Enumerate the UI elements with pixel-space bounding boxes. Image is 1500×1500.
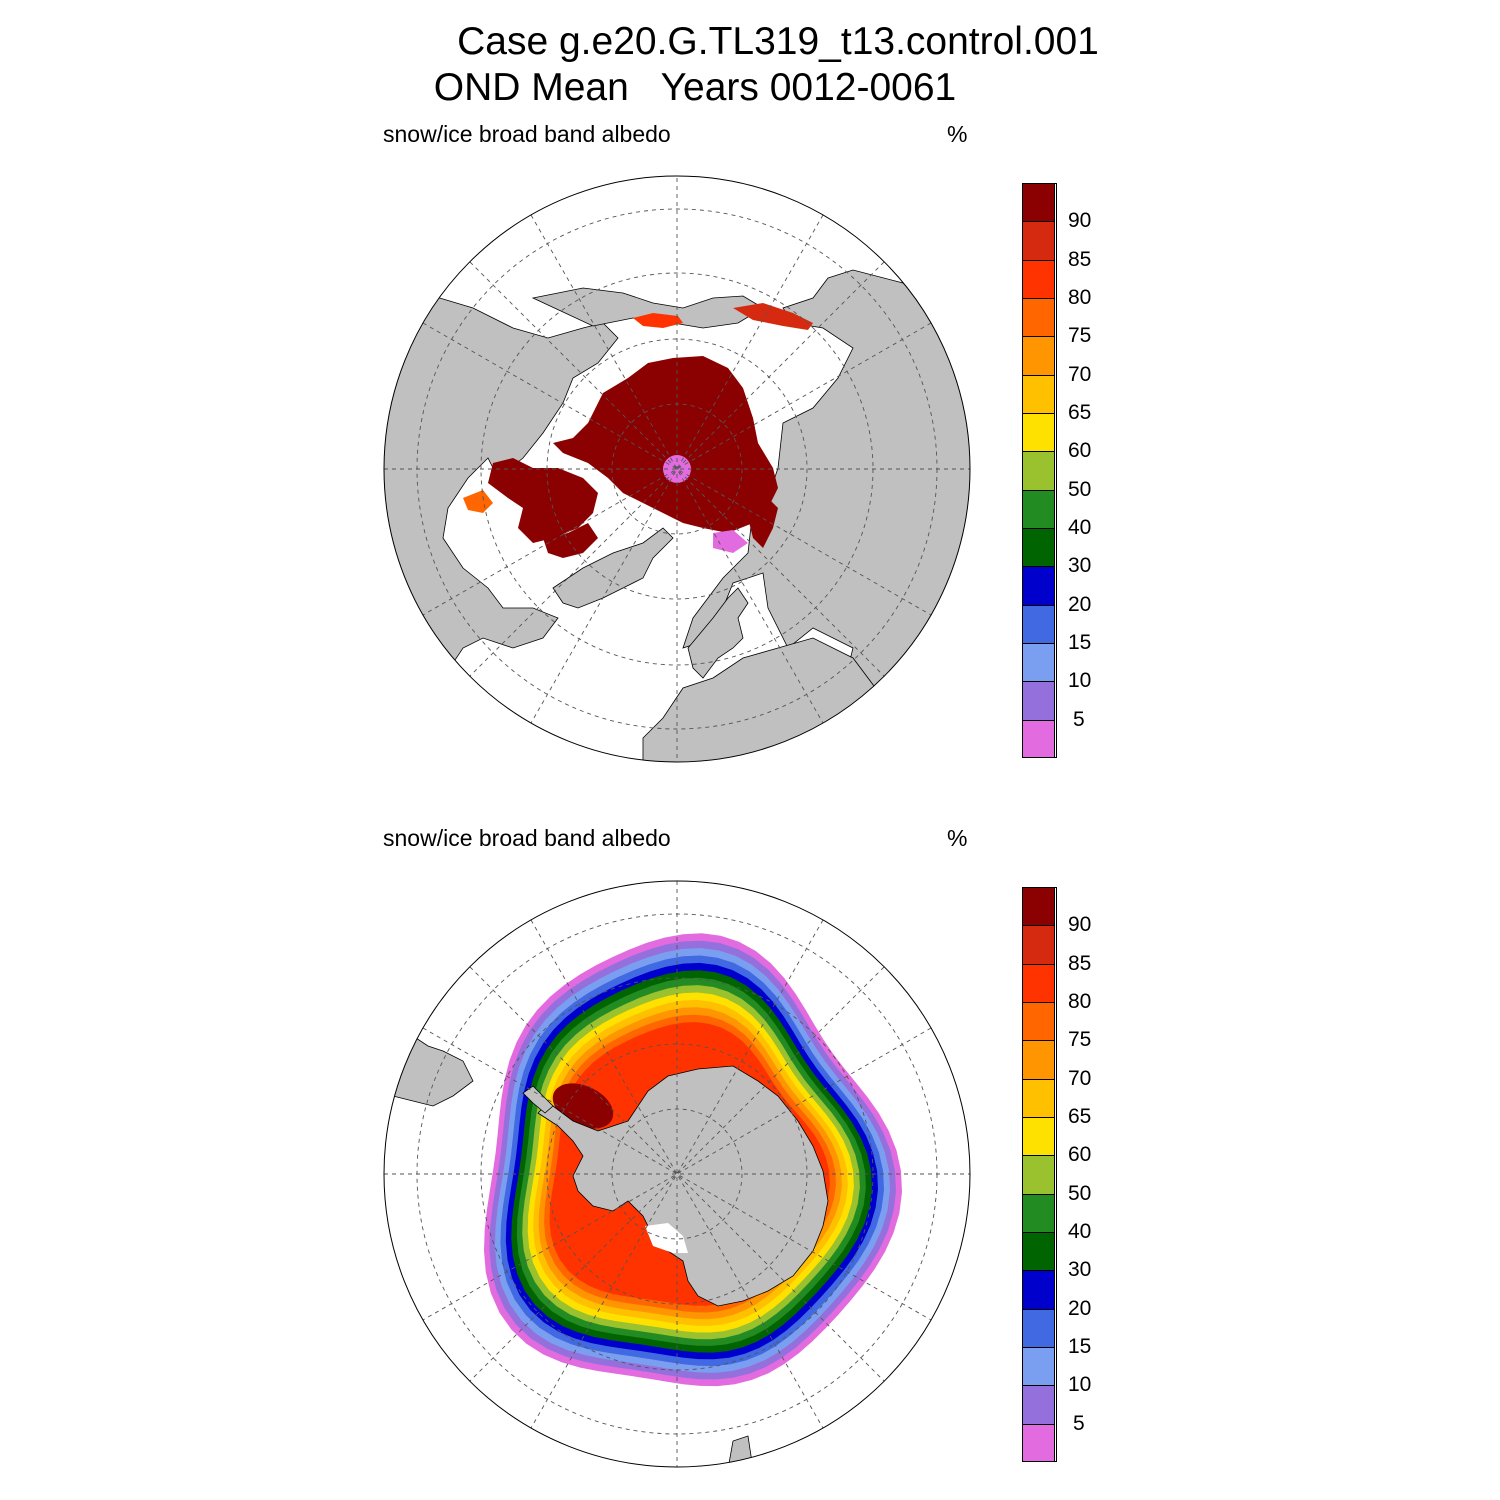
south-colorbar-tick-label: 20 <box>1068 1296 1092 1320</box>
south-colorbar-swatch <box>1022 1193 1055 1233</box>
north-map-border <box>383 175 971 763</box>
north-colorbar-swatch <box>1022 566 1055 606</box>
south-colorbar-swatch <box>1022 1423 1055 1463</box>
north-sea-ice-central-arctic <box>553 356 778 533</box>
north-land-north-america <box>384 292 619 709</box>
north-colorbar-swatch <box>1022 413 1055 452</box>
south-colorbar-tick-label: 10 <box>1068 1373 1092 1397</box>
north-variable-label: snow/ice broad band albedo <box>383 121 671 147</box>
south-colorbar-tick-label: 80 <box>1068 990 1092 1013</box>
south-colorbar-swatch <box>1022 925 1055 965</box>
north-graticule <box>384 178 970 762</box>
north-colorbar-swatch <box>1022 298 1055 337</box>
north-land-greenland <box>552 527 674 609</box>
north-units-label: % <box>947 121 968 147</box>
south-colorbar-swatch <box>1022 1347 1055 1386</box>
north-colorbar-swatch <box>1022 451 1055 491</box>
south-colorbar-tick-label: 15 <box>1068 1335 1092 1358</box>
title-line-2: OND Mean Years 0012-0061 <box>433 66 957 109</box>
south-map-border <box>383 880 971 1468</box>
south-graticule <box>384 881 970 1467</box>
north-polar-map <box>383 175 971 763</box>
south-colorbar-tick-label: 60 <box>1068 1143 1092 1167</box>
north-colorbar-tick-label: 40 <box>1068 516 1092 539</box>
north-sea-ice-barents-edge <box>733 478 778 548</box>
north-colorbar-tick-label: 90 <box>1068 209 1092 233</box>
north-colorbar-tick-label: 60 <box>1068 439 1092 463</box>
north-sea-ice-okhotsk <box>733 303 813 330</box>
north-sea-ice-bering <box>633 313 683 328</box>
north-colorbar-swatch <box>1022 719 1055 759</box>
south-colorbar-tick-label: 40 <box>1068 1220 1092 1243</box>
north-colorbar-swatch <box>1022 604 1055 644</box>
south-land-antarctica <box>537 1065 829 1307</box>
north-colorbar-tick-label: 70 <box>1068 362 1092 386</box>
north-colorbar-swatch <box>1022 528 1055 567</box>
north-sea-ice-baffin <box>543 523 598 558</box>
north-colorbar-tick-label: 80 <box>1068 286 1092 309</box>
north-sea-ice-marginal-barents <box>713 530 748 553</box>
south-variable-label: snow/ice broad band albedo <box>383 825 671 851</box>
south-land-antarctic-peninsula <box>522 1085 554 1114</box>
north-colorbar-tick-label: 15 <box>1068 631 1092 654</box>
north-colorbar-tick-label: 20 <box>1068 592 1092 616</box>
south-colorbar-tick-label: 30 <box>1068 1258 1092 1282</box>
south-colorbar-tick-label: 70 <box>1068 1066 1092 1090</box>
south-colorbar-tick-label: 5 <box>1073 1411 1085 1435</box>
south-polar-map <box>383 880 971 1468</box>
north-colorbar-swatch <box>1022 259 1055 299</box>
south-colorbar-tick-label: 65 <box>1068 1105 1092 1128</box>
north-colorbar-tick-label: 30 <box>1068 554 1092 578</box>
south-units-label: % <box>947 825 968 851</box>
north-colorbar-tick-label: 65 <box>1068 401 1092 424</box>
south-colorbar-frame <box>1022 887 1057 1462</box>
north-colorbar: 90 85 80 75 70 65 60 50 40 30 20 15 10 5 <box>1022 183 1162 759</box>
north-colorbar-tick-label: 85 <box>1068 247 1092 271</box>
south-colorbar-swatch <box>1022 1002 1055 1041</box>
north-sea-ice-hudson-bay <box>488 458 598 543</box>
south-colorbar-swatch <box>1022 1040 1055 1080</box>
north-colorbar-frame <box>1022 183 1057 758</box>
south-colorbar-tick-label: 50 <box>1068 1181 1092 1205</box>
south-colorbar-tick-label: 75 <box>1068 1028 1092 1052</box>
north-land-scandinavia <box>687 587 749 679</box>
north-colorbar-tick-label: 50 <box>1068 477 1092 501</box>
south-colorbar: 90 85 80 75 70 65 60 50 40 30 20 15 10 5 <box>1022 887 1162 1463</box>
south-colorbar-swatch <box>1022 1232 1055 1271</box>
title-line-1: Case g.e20.G.TL319_t13.control.001 <box>457 20 1099 63</box>
north-colorbar-tick-label: 5 <box>1073 707 1085 731</box>
north-colorbar-tick-label: 75 <box>1068 324 1092 348</box>
north-colorbar-tick-label: 10 <box>1068 669 1092 693</box>
south-colorbar-swatch <box>1022 1270 1055 1310</box>
south-colorbar-tick-label: 90 <box>1068 913 1092 937</box>
north-colorbar-swatch <box>1022 183 1055 222</box>
south-colorbar-tick-label: 85 <box>1068 951 1092 975</box>
north-colorbar-swatch <box>1022 643 1055 682</box>
south-colorbar-swatch <box>1022 1308 1055 1348</box>
north-sea-ice-hudson-marginal <box>463 490 493 513</box>
north-colorbar-swatch <box>1022 681 1055 721</box>
